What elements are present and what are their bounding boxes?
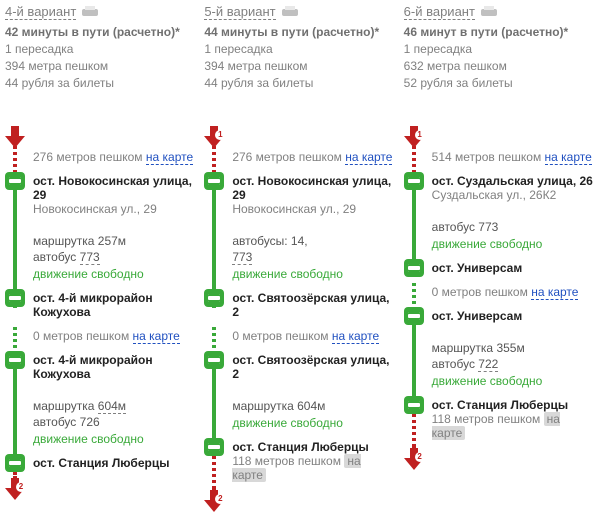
transport-info: маршрутка 604мавтобус 726 [33,399,196,429]
stop-name: ост. Новокосинская улица, 29 [232,174,395,202]
walk-text: 118 метров пешком [232,454,344,468]
summary-line: 394 метра пешком [5,58,196,75]
bus-stop-node [404,172,424,190]
end-arrow: 2 [404,448,424,470]
bus-stop-node [5,289,25,307]
traffic-status: движение свободно [232,267,395,281]
traffic-status: движение свободно [33,267,196,281]
bus-stop-node [5,454,25,472]
map-link[interactable]: на карте [345,150,392,165]
summary-line: 44 рубля за билеты [204,75,395,92]
summary: 42 минуты в пути (расчетно)* 1 пересадка… [5,24,196,91]
bus-stop-node [204,351,224,369]
stop-name: ост. Суздальская улица, 26 [432,174,595,188]
variant-column: 6-й вариант 46 минут в пути (расчетно)* … [404,5,595,512]
start-arrow [5,126,25,148]
stop-name: ост. 4-й микрорайон Кожухова [33,291,196,319]
traffic-status: движение свободно [33,432,196,446]
route-diagram: 1 276 метров пешком на карте ост. Новоко… [204,126,395,512]
stop-name: ост. Универсам [432,261,595,275]
bus-stop-node [404,307,424,325]
traffic-status: движение свободно [432,237,595,251]
travel-time: 42 минуты в пути (расчетно)* [5,24,196,41]
summary-line: 1 пересадка [204,41,395,58]
bus-stop-node [404,259,424,277]
stop-address: Суздальская ул., 26К2 [432,188,595,202]
walk-text: 514 метров пешком [432,150,545,164]
bus-stop-node [5,172,25,190]
printer-icon[interactable] [82,6,98,20]
summary: 46 минут в пути (расчетно)* 1 пересадка6… [404,24,595,91]
walk-text: 276 метров пешком [232,150,345,164]
summary-line: 394 метра пешком [204,58,395,75]
summary: 44 минуты в пути (расчетно)* 1 пересадка… [204,24,395,91]
summary-line: 44 рубля за билеты [5,75,196,92]
bus-stop-node [5,351,25,369]
summary-line: 1 пересадка [404,41,595,58]
transport-info: маршрутка 604м [232,399,395,413]
walk-text: 0 метров пешком [432,285,532,299]
stop-address: Новокосинская ул., 29 [232,202,395,216]
map-link[interactable]: на карте [545,150,592,165]
summary-line: 632 метра пешком [404,58,595,75]
transport-info: автобус 773 [432,220,595,234]
stop-name: ост. Станция Люберцы [432,398,595,412]
stop-address: Новокосинская ул., 29 [33,202,196,216]
bus-stop-node [204,438,224,456]
summary-line: 1 пересадка [5,41,196,58]
variant-title[interactable]: 6-й вариант [404,5,475,20]
stop-name: ост. Святоозёрская улица, 2 [232,353,395,381]
bus-stop-node [204,289,224,307]
transport-info: маршрутка 355мавтобус 722 [432,341,595,371]
transport-info: маршрутка 257мавтобус 773 [33,234,196,264]
start-arrow: 1 [204,126,224,148]
variant-column: 5-й вариант 44 минуты в пути (расчетно)*… [204,5,395,512]
printer-icon[interactable] [481,6,497,20]
variant-title[interactable]: 4-й вариант [5,5,76,20]
map-link[interactable]: на карте [531,285,578,300]
printer-icon[interactable] [282,6,298,20]
stop-name: ост. Станция Люберцы [33,456,196,470]
walk-text: 118 метров пешком [432,412,544,426]
traffic-status: движение свободно [432,374,595,388]
route-diagram: 276 метров пешком на карте ост. Новокоси… [5,126,196,500]
end-arrow: 2 [204,490,224,512]
bus-stop-node [204,172,224,190]
travel-time: 46 минут в пути (расчетно)* [404,24,595,41]
stop-name: ост. 4-й микрорайон Кожухова [33,353,196,381]
end-arrow: 2 [5,478,25,500]
summary-line: 52 рубля за билеты [404,75,595,92]
variants-container: 4-й вариант 42 минуты в пути (расчетно)*… [5,5,595,512]
transport-info: автобусы: 14, 773 [232,234,395,264]
stop-name: ост. Станция Люберцы [232,440,395,454]
stop-name: ост. Новокосинская улица, 29 [33,174,196,202]
bus-stop-node [404,396,424,414]
walk-text: 0 метров пешком [232,329,332,343]
stop-name: ост. Универсам [432,309,595,323]
start-arrow: 1 [404,126,424,148]
map-link[interactable]: на карте [332,329,379,344]
variant-column: 4-й вариант 42 минуты в пути (расчетно)*… [5,5,196,512]
walk-text: 276 метров пешком [33,150,146,164]
stop-name: ост. Святоозёрская улица, 2 [232,291,395,319]
route-diagram: 1 514 метров пешком на карте ост. Суздал… [404,126,595,470]
map-link[interactable]: на карте [133,329,180,344]
map-link[interactable]: на карте [146,150,193,165]
variant-title[interactable]: 5-й вариант [204,5,275,20]
traffic-status: движение свободно [232,416,395,430]
travel-time: 44 минуты в пути (расчетно)* [204,24,395,41]
walk-text: 0 метров пешком [33,329,133,343]
